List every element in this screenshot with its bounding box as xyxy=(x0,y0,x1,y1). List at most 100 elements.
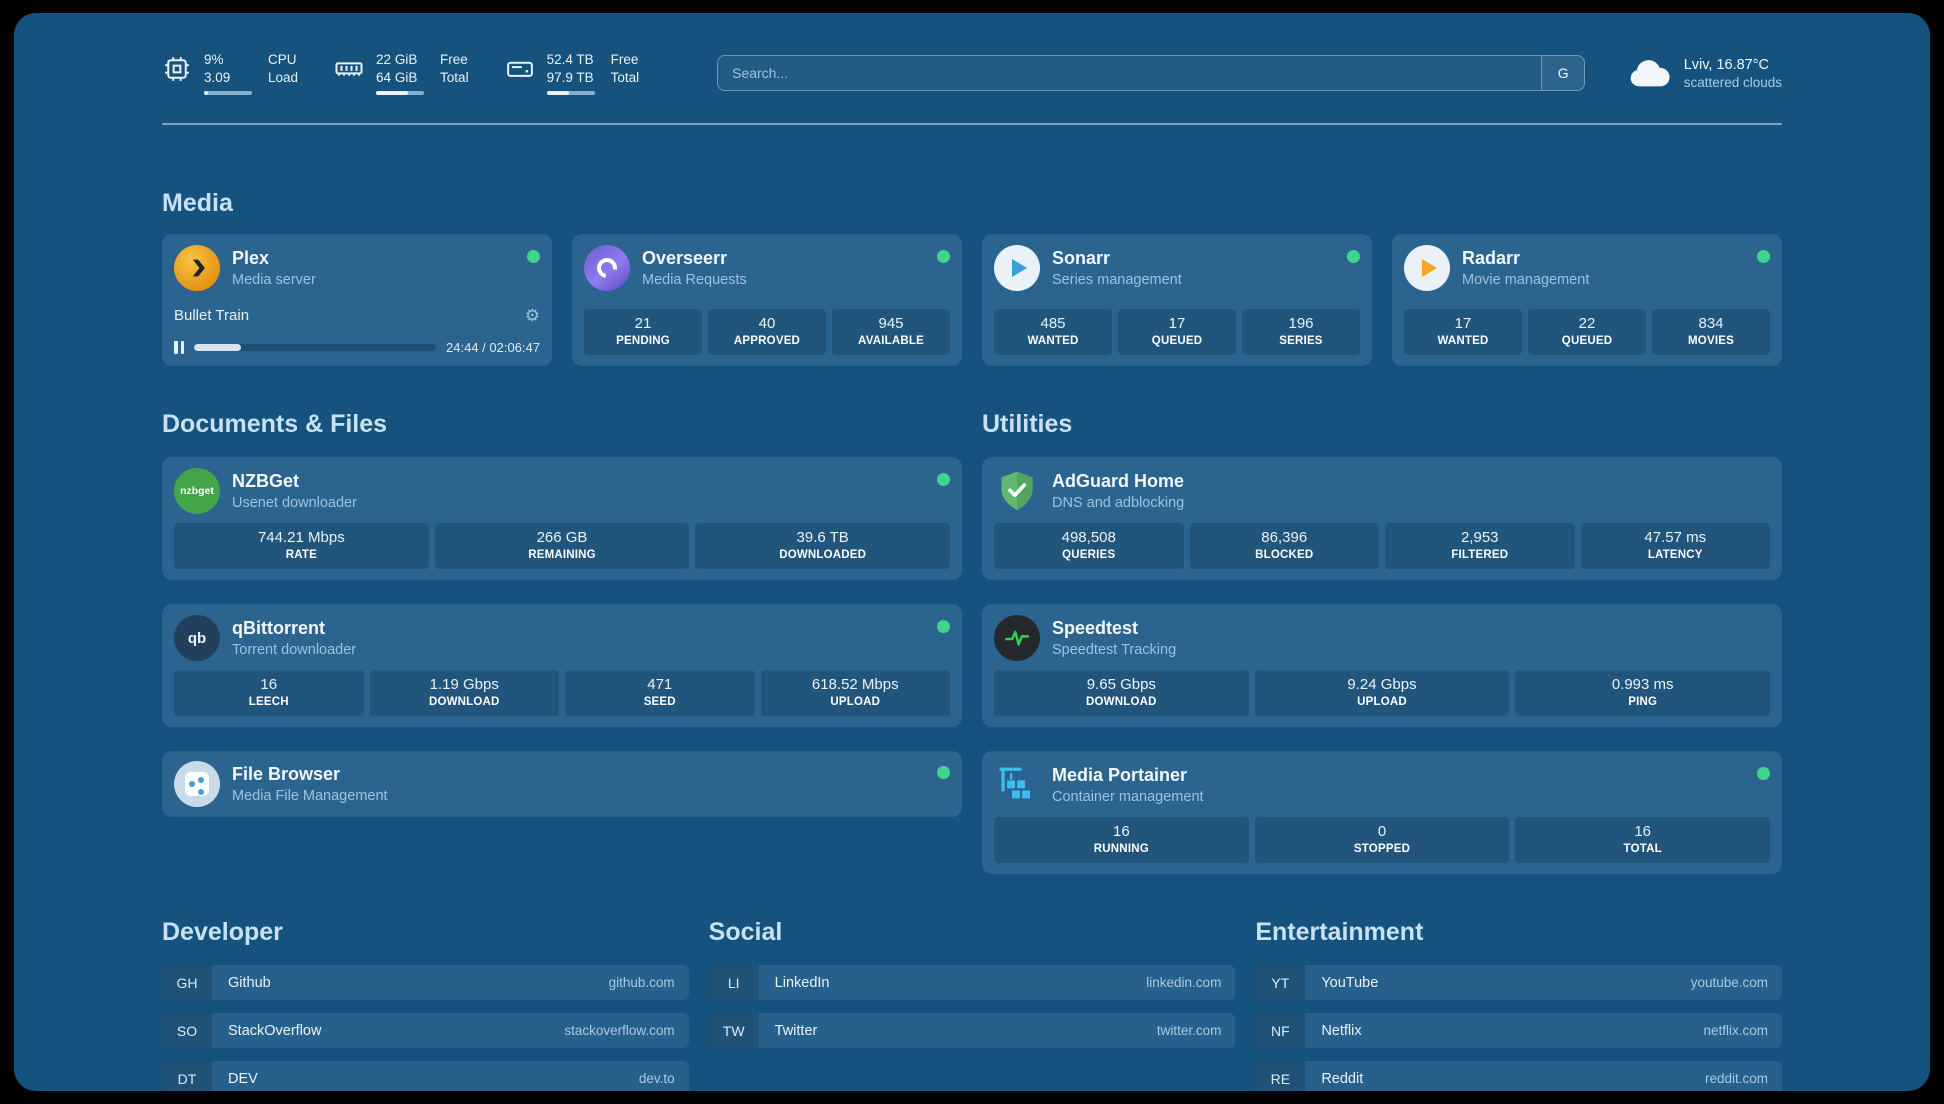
stat-value: 47.57 ms xyxy=(1644,529,1707,547)
sonarr-icon xyxy=(994,245,1040,292)
service-card-plex[interactable]: Plex Media server Bullet Train ⚙ xyxy=(162,234,552,367)
service-card-sonarr[interactable]: Sonarr Series management 485 WANTED 17 Q… xyxy=(982,234,1372,367)
two-column-area: Documents & Files nzbget NZBGet Usenet d… xyxy=(162,410,1782,875)
status-dot xyxy=(937,473,950,487)
service-card-overseerr[interactable]: Overseerr Media Requests 21 PENDING 40 A… xyxy=(572,234,962,367)
stat-label: AVAILABLE xyxy=(858,335,924,348)
service-card-filebrowser[interactable]: File Browser Media File Management xyxy=(162,751,962,818)
bookmark-github[interactable]: GH Github github.com xyxy=(162,965,689,1001)
stat-value: 9.24 Gbps xyxy=(1347,676,1417,694)
gear-icon[interactable]: ⚙ xyxy=(524,306,540,326)
stat-label: QUEUED xyxy=(1151,335,1203,348)
stat: 39.6 TB DOWNLOADED xyxy=(695,523,951,570)
stat-value: 0.993 ms xyxy=(1611,676,1674,694)
stat-label: WANTED xyxy=(1027,335,1079,348)
bookmark-name: YouTube xyxy=(1321,974,1379,991)
pause-button[interactable] xyxy=(174,341,184,355)
service-card-nzbget[interactable]: nzbget NZBGet Usenet downloader 744.21 M… xyxy=(162,457,962,581)
search-provider-button[interactable]: G xyxy=(1540,55,1585,92)
bookmarks-developer: Developer GH Github github.com SO StackO… xyxy=(162,918,689,1091)
stat-value: 86,396 xyxy=(1261,529,1308,547)
stat: 16 LEECH xyxy=(174,670,364,717)
media-grid: Plex Media server Bullet Train ⚙ xyxy=(162,234,1782,367)
stat-value: 618.52 Mbps xyxy=(811,676,899,694)
search-input[interactable] xyxy=(717,55,1585,92)
stat-label: APPROVED xyxy=(733,335,801,348)
service-card-portainer[interactable]: Media Portainer Container management 16 … xyxy=(982,751,1782,875)
stat-value: 17 xyxy=(1168,315,1186,333)
nzbget-icon: nzbget xyxy=(174,468,220,515)
cpu-icon xyxy=(165,57,189,81)
app-name: File Browser xyxy=(232,764,341,785)
stat: 21 PENDING xyxy=(584,309,702,356)
stat-value: 744.21 Mbps xyxy=(257,529,345,547)
bookmarks-entertainment: Entertainment YT YouTube youtube.com NF … xyxy=(1255,918,1782,1091)
bookmark-linkedin[interactable]: LI LinkedIn linkedin.com xyxy=(708,965,1236,1001)
app-subtitle: Media File Management xyxy=(232,788,388,805)
disk-label-2: Total xyxy=(610,70,640,86)
stat-label: LEECH xyxy=(248,696,289,709)
stat: 0 STOPPED xyxy=(1254,817,1510,864)
playback-progress[interactable] xyxy=(194,344,437,352)
stat: 1.19 Gbps DOWNLOAD xyxy=(369,670,559,717)
service-card-radarr[interactable]: Radarr Movie management 17 WANTED 22 QUE… xyxy=(1392,234,1782,367)
stat: 40 APPROVED xyxy=(708,309,826,356)
bookmark-abbr: SO xyxy=(162,1013,212,1049)
weather-condition: scattered clouds xyxy=(1683,74,1782,90)
stat-label: TOTAL xyxy=(1623,843,1662,856)
app-subtitle: Container management xyxy=(1052,789,1204,806)
stat-label: RUNNING xyxy=(1093,843,1149,856)
stat: 86,396 BLOCKED xyxy=(1189,523,1379,570)
bookmark-reddit[interactable]: RE Reddit reddit.com xyxy=(1255,1061,1782,1091)
stat: 471 SEED xyxy=(565,670,755,717)
app-subtitle: Torrent downloader xyxy=(232,642,357,659)
qbittorrent-icon: qb xyxy=(174,615,220,662)
bookmark-youtube[interactable]: YT YouTube youtube.com xyxy=(1255,965,1782,1001)
plex-icon xyxy=(174,245,220,292)
stat-label: BLOCKED xyxy=(1255,549,1314,562)
bookmark-abbr: TW xyxy=(708,1013,759,1049)
app-name: Sonarr xyxy=(1052,248,1111,269)
bookmark-netflix[interactable]: NF Netflix netflix.com xyxy=(1255,1013,1782,1049)
stat-label: STOPPED xyxy=(1353,843,1411,856)
bookmark-name: Twitter xyxy=(774,1022,818,1039)
section-media: Media Plex Media server xyxy=(162,189,1782,367)
service-card-speedtest[interactable]: Speedtest Speedtest Tracking 9.65 Gbps D… xyxy=(982,604,1782,728)
status-dot xyxy=(1757,250,1770,264)
bookmark-name: LinkedIn xyxy=(774,974,830,991)
memory-widget: 22 GiB 64 GiB Free Total xyxy=(334,51,469,96)
section-title-utilities: Utilities xyxy=(982,410,1073,439)
app-name: Overseerr xyxy=(642,248,728,269)
app-name: qBittorrent xyxy=(232,618,325,639)
bookmark-domain: youtube.com xyxy=(1690,975,1768,991)
status-dot xyxy=(937,766,950,780)
weather-widget: Lviv, 16.87°C scattered clouds xyxy=(1627,57,1782,90)
section-documents: Documents & Files nzbget NZBGet Usenet d… xyxy=(162,410,962,818)
bookmark-dev[interactable]: DT DEV dev.to xyxy=(162,1061,689,1091)
section-utilities: Utilities xyxy=(982,410,1782,875)
bookmark-stackoverflow[interactable]: SO StackOverflow stackoverflow.com xyxy=(162,1013,689,1049)
service-card-adguard[interactable]: AdGuard Home DNS and adblocking 498,508 … xyxy=(982,457,1782,581)
bookmark-twitter[interactable]: TW Twitter twitter.com xyxy=(708,1013,1236,1049)
stat-value: 0 xyxy=(1377,823,1387,841)
bookmark-name: Reddit xyxy=(1321,1070,1364,1087)
stat: 485 WANTED xyxy=(994,309,1112,356)
app-name: Radarr xyxy=(1462,248,1521,269)
stat-value: 16 xyxy=(1112,823,1130,841)
app-subtitle: Usenet downloader xyxy=(232,495,357,512)
bookmark-domain: netflix.com xyxy=(1703,1023,1768,1039)
section-title-documents: Documents & Files xyxy=(162,410,388,439)
stat: 47.57 ms LATENCY xyxy=(1580,523,1770,570)
memory-labels: Free Total xyxy=(440,51,469,87)
stat-value: 196 xyxy=(1288,315,1314,333)
stat-value: 21 xyxy=(634,315,652,333)
bookmark-domain: linkedin.com xyxy=(1146,975,1222,991)
stat-label: MOVIES xyxy=(1688,335,1734,348)
app-name: AdGuard Home xyxy=(1052,471,1185,492)
bookmarks-area: Developer GH Github github.com SO StackO… xyxy=(162,918,1782,1091)
radarr-icon xyxy=(1404,245,1450,292)
stat-label: QUEUED xyxy=(1561,335,1613,348)
service-card-qbittorrent[interactable]: qb qBittorrent Torrent downloader 16 LEE… xyxy=(162,604,962,728)
bookmark-abbr: RE xyxy=(1255,1061,1306,1091)
stat-label: LATENCY xyxy=(1647,549,1703,562)
